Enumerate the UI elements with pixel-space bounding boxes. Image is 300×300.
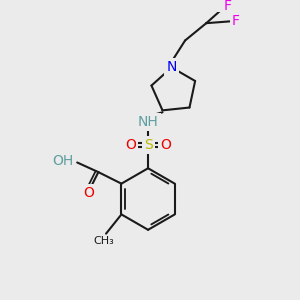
Text: S: S [144,138,152,152]
Text: O: O [83,186,94,200]
Text: F: F [232,14,240,28]
Text: CH₃: CH₃ [94,236,115,246]
Text: O: O [160,138,171,152]
Text: O: O [125,138,136,152]
Text: F: F [224,0,231,13]
Text: NH: NH [138,115,158,129]
Text: N: N [167,60,177,74]
Text: OH: OH [52,154,73,168]
